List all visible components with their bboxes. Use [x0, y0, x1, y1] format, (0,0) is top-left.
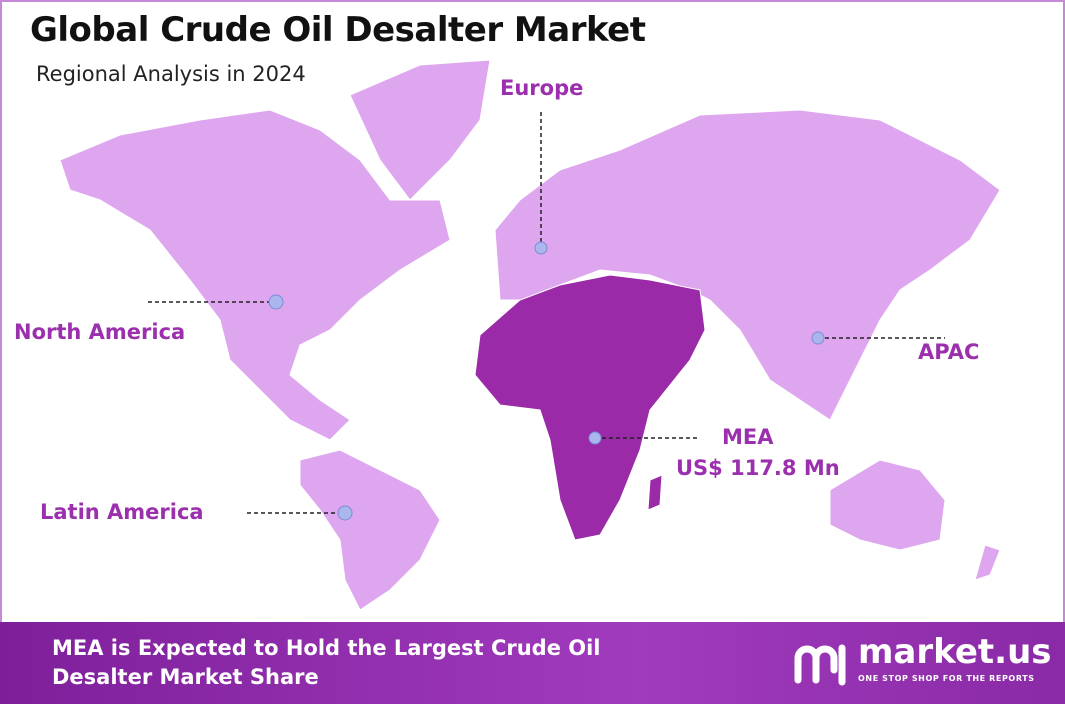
region-label: Europe [500, 76, 584, 100]
region-value: US$ 117.8 Mn [676, 456, 840, 480]
brand: market.us [858, 632, 1052, 672]
region-label: MEA [722, 425, 774, 449]
logo-icon [794, 644, 846, 686]
australia [829, 459, 946, 551]
subtitle: Regional Analysis in 2024 [36, 62, 306, 86]
footer: MEA is Expected to Hold the Largest Crud… [0, 622, 1065, 704]
marker-europe [534, 241, 548, 255]
region-label: Latin America [40, 500, 204, 524]
region-label: North America [14, 320, 186, 344]
tagline: ONE STOP SHOP FOR THE REPORTS [858, 674, 1035, 683]
marker-latin-america [337, 505, 353, 521]
new-zealand [974, 544, 1001, 581]
region-label: APAC [918, 340, 980, 364]
greenland [349, 59, 491, 201]
africa-middle-east [474, 274, 706, 541]
marker-mea [588, 431, 602, 445]
marker-apac [811, 331, 825, 345]
title: Global Crude Oil Desalter Market [30, 10, 646, 50]
north-america [59, 109, 451, 441]
eurasia [494, 109, 1001, 421]
marker-north-america [268, 294, 284, 310]
madagascar [647, 474, 663, 511]
south-america [299, 449, 441, 611]
footer-text: MEA is Expected to Hold the Largest Crud… [52, 636, 601, 689]
